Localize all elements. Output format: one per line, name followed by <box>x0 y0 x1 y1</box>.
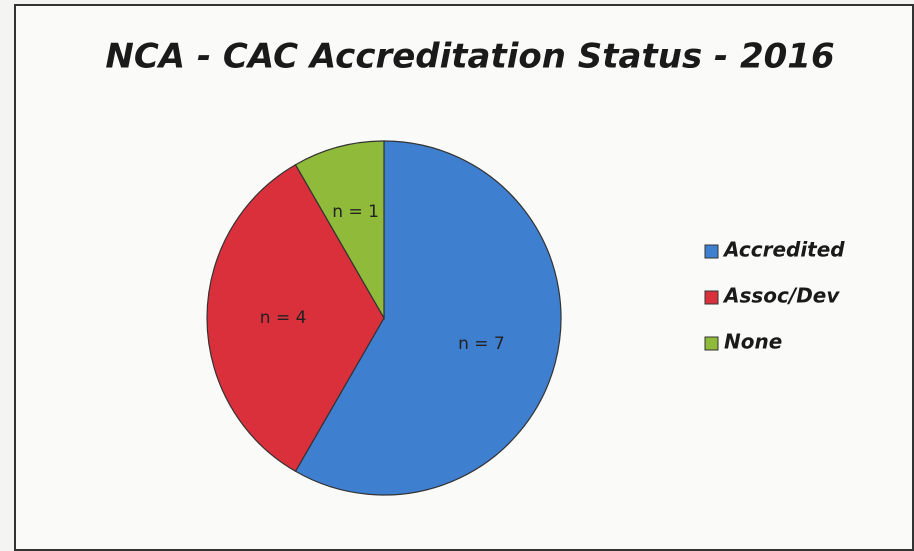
legend-label: Accredited <box>722 238 845 262</box>
slice-label: n = 1 <box>332 202 379 222</box>
legend-swatch <box>704 290 719 305</box>
chart-title: NCA - CAC Accreditation Status - 2016 <box>105 37 834 77</box>
pie-slice <box>294 140 385 321</box>
pie-slice <box>294 140 562 496</box>
legend-label: Assoc/Dev <box>722 284 840 308</box>
legend-swatch <box>704 244 719 259</box>
legend-label: None <box>724 330 782 354</box>
slice-label: n = 7 <box>458 334 505 354</box>
legend-swatch <box>704 336 719 351</box>
pie-slice <box>206 163 385 473</box>
slice-label: n = 4 <box>260 308 307 328</box>
